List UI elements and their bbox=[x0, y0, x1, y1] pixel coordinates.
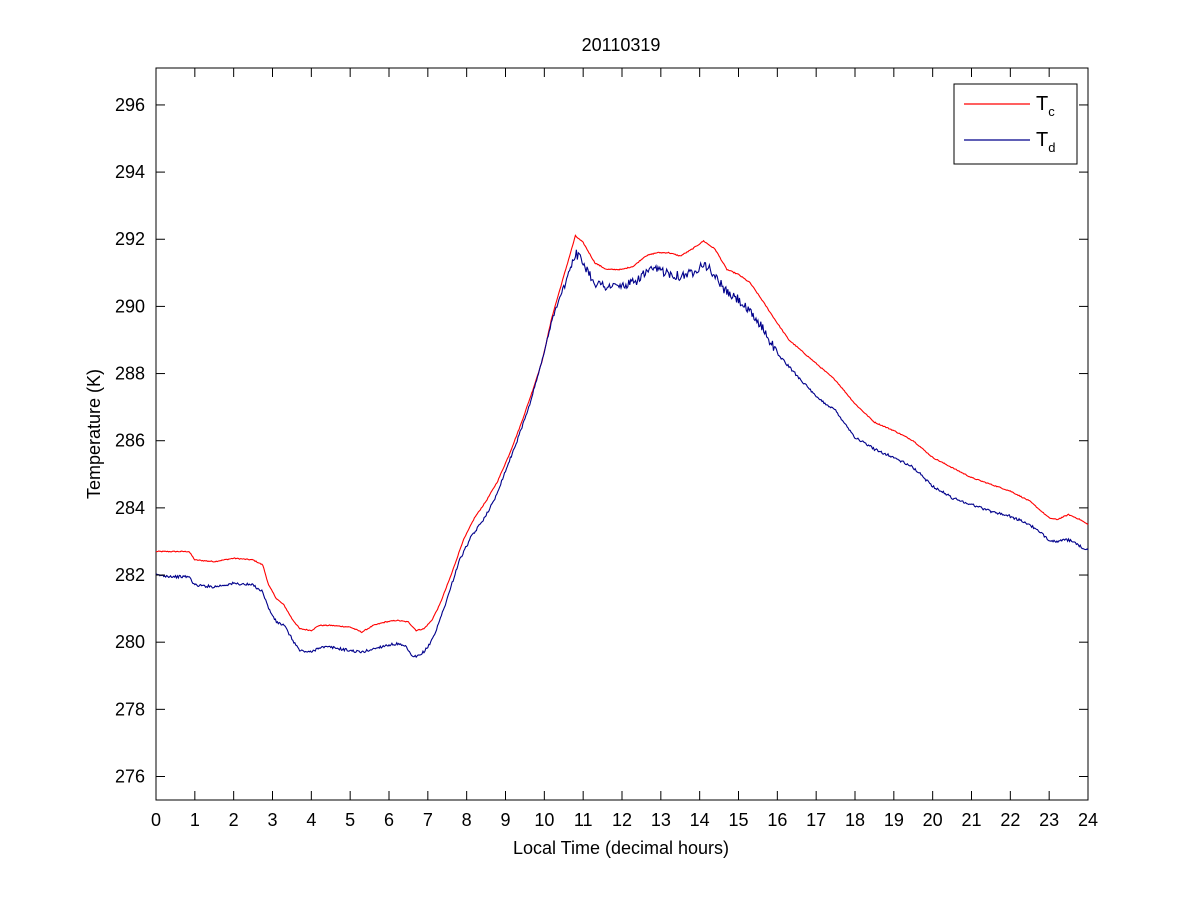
x-tick-label: 15 bbox=[728, 810, 748, 830]
legend: Tc Td bbox=[953, 83, 1078, 165]
y-tick-label: 286 bbox=[115, 431, 145, 451]
x-tick-label: 9 bbox=[500, 810, 510, 830]
y-tick-label: 280 bbox=[115, 632, 145, 652]
legend-label-tc: Tc bbox=[1036, 93, 1055, 119]
series-group bbox=[155, 234, 1089, 659]
x-tick-label: 14 bbox=[690, 810, 710, 830]
x-tick-label: 13 bbox=[651, 810, 671, 830]
x-tick-label: 5 bbox=[345, 810, 355, 830]
y-tick-label: 290 bbox=[115, 296, 145, 316]
x-tick-label: 11 bbox=[574, 810, 593, 830]
legend-box bbox=[953, 83, 1078, 165]
series-line-td bbox=[155, 249, 1089, 659]
x-tick-label: 16 bbox=[767, 810, 787, 830]
y-tick-label: 294 bbox=[115, 162, 145, 182]
x-tick-label: 20 bbox=[923, 810, 943, 830]
y-tick-label: 276 bbox=[115, 766, 145, 786]
x-tick-label: 0 bbox=[151, 810, 161, 830]
axis-ticks: 0 1 2 3 4 5 6 7 8 9 10 11 12 13 14 15 16 17 18 19 20 21 22 23 24… bbox=[115, 68, 1098, 830]
x-tick-label: 2 bbox=[229, 810, 239, 830]
y-tick-label: 292 bbox=[115, 229, 145, 249]
y-tick-label: 284 bbox=[115, 498, 145, 518]
x-tick-label: 17 bbox=[806, 810, 826, 830]
y-tick-label: 288 bbox=[115, 364, 145, 384]
y-tick-label: 282 bbox=[115, 565, 145, 585]
x-tick-label: 4 bbox=[306, 810, 316, 830]
x-tick-label: 3 bbox=[267, 810, 277, 830]
x-tick-label: 21 bbox=[961, 810, 981, 830]
x-tick-label: 23 bbox=[1039, 810, 1059, 830]
x-tick-label: 19 bbox=[884, 810, 904, 830]
x-tick-label: 6 bbox=[384, 810, 394, 830]
y-axis-title: Temperature (K) bbox=[84, 369, 104, 499]
x-tick-label: 10 bbox=[534, 810, 554, 830]
x-tick-label: 7 bbox=[423, 810, 433, 830]
x-tick-label: 8 bbox=[462, 810, 472, 830]
x-tick-label: 18 bbox=[845, 810, 865, 830]
x-tick-label: 24 bbox=[1078, 810, 1098, 830]
chart-title: 20110319 bbox=[582, 35, 661, 55]
y-tick-label: 296 bbox=[115, 95, 145, 115]
plot-area bbox=[155, 67, 1089, 801]
series-line-tc bbox=[155, 234, 1089, 634]
y-tick-label: 278 bbox=[115, 699, 145, 719]
x-tick-label: 22 bbox=[1000, 810, 1020, 830]
x-axis-title: Local Time (decimal hours) bbox=[513, 838, 729, 858]
x-tick-label: 12 bbox=[612, 810, 632, 830]
x-tick-label: 1 bbox=[190, 810, 200, 830]
legend-label-td: Td bbox=[1036, 129, 1055, 155]
